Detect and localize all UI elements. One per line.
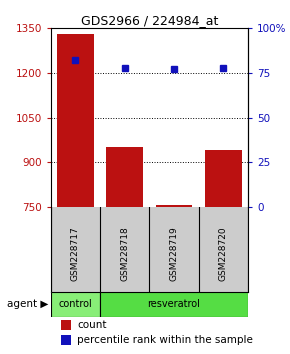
Text: resveratrol: resveratrol [148, 299, 200, 309]
Bar [100, 292, 248, 317]
Bar [61, 335, 71, 344]
Bar [106, 147, 143, 207]
Text: GSM228718: GSM228718 [120, 226, 129, 281]
Title: GDS2966 / 224984_at: GDS2966 / 224984_at [81, 14, 218, 27]
Text: GSM228720: GSM228720 [219, 226, 228, 281]
Text: count: count [77, 320, 107, 330]
Text: GSM228719: GSM228719 [169, 226, 179, 281]
Bar [57, 34, 94, 207]
Text: GSM228717: GSM228717 [71, 226, 80, 281]
Text: control: control [59, 299, 92, 309]
Bar [51, 292, 100, 317]
Bar [205, 150, 242, 207]
Bar [155, 205, 193, 207]
Text: percentile rank within the sample: percentile rank within the sample [77, 335, 253, 345]
Text: agent ▶: agent ▶ [7, 299, 48, 309]
Bar [61, 320, 71, 330]
